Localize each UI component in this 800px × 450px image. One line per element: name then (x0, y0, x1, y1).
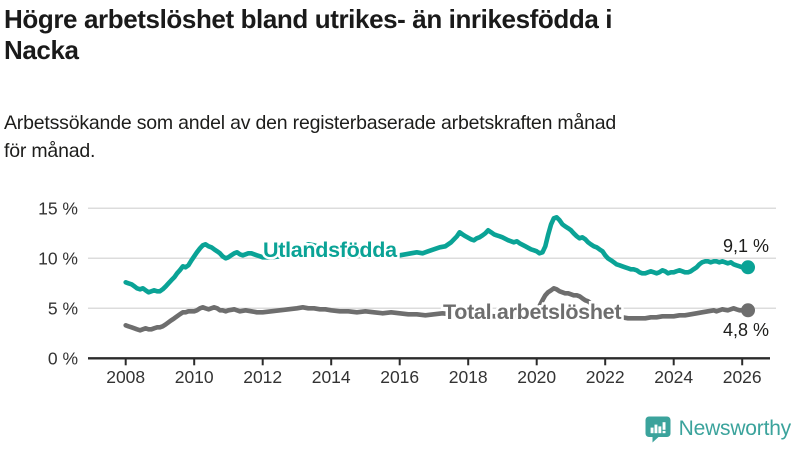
brand-name: Newsworthy (678, 417, 792, 440)
x-tick-label: 2022 (586, 367, 625, 387)
x-tick-label: 2014 (312, 367, 351, 387)
y-tick-label: 10 % (38, 248, 78, 268)
x-tick-label: 2012 (243, 367, 282, 387)
end-value-label-utlandsfodda: 9,1 % (723, 236, 769, 256)
y-tick-label: 0 % (48, 348, 78, 368)
x-tick-label: 2010 (175, 367, 214, 387)
logo-bar-2 (654, 424, 658, 434)
chart-subtitle: Arbetssökande som andel av den registerb… (4, 112, 617, 163)
end-value-label-total: 4,8 % (723, 320, 769, 340)
logo-exclamation-stem (662, 422, 666, 430)
x-tick-label: 2020 (517, 367, 556, 387)
end-dot-utlandsfodda (741, 260, 756, 275)
page-title: Högre arbetslöshet bland utrikes- än inr… (4, 4, 613, 66)
series-line-total (123, 285, 751, 333)
x-tick-label: 2018 (449, 367, 488, 387)
logo-bubble-shape (645, 416, 671, 443)
logo-bar-1 (650, 427, 654, 434)
x-tick-label: 2026 (723, 367, 762, 387)
logo-exclamation-dot (662, 430, 666, 434)
newsworthy-logo-icon (645, 416, 671, 443)
logo-bar-3 (658, 426, 661, 434)
brand-footer: Newsworthy (644, 415, 791, 443)
x-tick-label: 2024 (654, 367, 693, 387)
end-dot-total (741, 303, 756, 318)
y-tick-label: 5 % (48, 298, 78, 318)
y-tick-label: 15 % (38, 198, 78, 218)
x-tick-label: 2016 (380, 367, 419, 387)
series-label-utlandsfodda: Utlandsfödda (263, 238, 398, 262)
series-line-utlandsfodda (123, 215, 751, 295)
series-label-total: Total arbetslöshet (443, 300, 621, 324)
x-tick-label: 2008 (106, 367, 145, 387)
